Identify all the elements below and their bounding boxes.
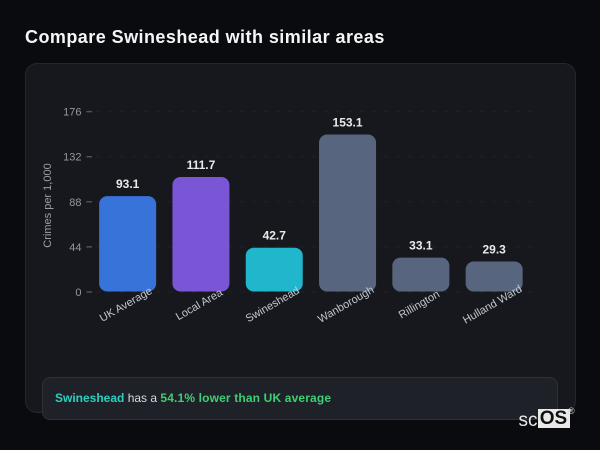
svg-text:93.1: 93.1 [116, 177, 140, 191]
svg-text:111.7: 111.7 [187, 158, 216, 172]
svg-text:176: 176 [63, 107, 81, 119]
svg-text:29.3: 29.3 [482, 243, 506, 257]
svg-text:0: 0 [75, 287, 81, 299]
svg-text:33.1: 33.1 [409, 239, 433, 253]
svg-text:44: 44 [69, 242, 81, 254]
svg-text:Rillington: Rillington [397, 288, 442, 321]
svg-text:153.1: 153.1 [333, 116, 363, 130]
svg-text:42.7: 42.7 [263, 229, 287, 243]
svg-text:132: 132 [63, 152, 81, 164]
svg-text:Crimes per 1,000: Crimes per 1,000 [42, 163, 54, 247]
svg-text:88: 88 [69, 197, 81, 209]
